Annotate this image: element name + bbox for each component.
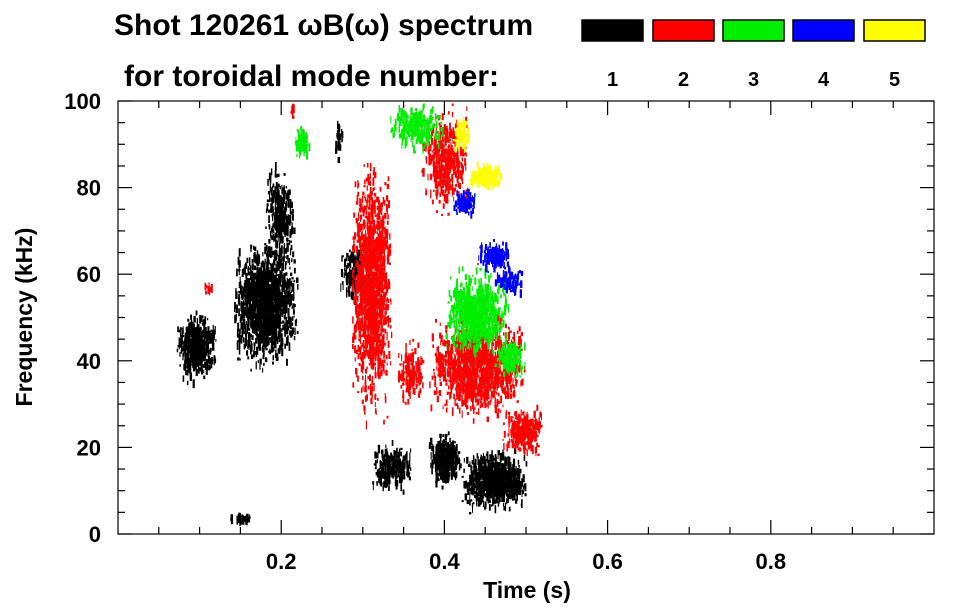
x-tick-label: 0.6 — [592, 549, 623, 574]
series-mode-3 — [295, 103, 526, 378]
legend-label-mode-1: 1 — [607, 69, 618, 91]
x-tick-label: 0.8 — [756, 549, 787, 574]
legend-label-mode-2: 2 — [678, 69, 689, 91]
mode-1-region-7 — [372, 440, 412, 495]
mode-4-region-3 — [494, 265, 524, 298]
y-tick-label: 0 — [89, 522, 101, 547]
legend-swatch-mode-2 — [652, 19, 715, 42]
series-mode-5 — [453, 116, 502, 191]
legend-swatch-mode-1 — [581, 19, 644, 42]
series-mode-1 — [176, 120, 528, 527]
x-axis-title: Time (s) — [483, 577, 571, 603]
mode-2-region-5 — [420, 103, 468, 216]
mode-1-region-2 — [234, 239, 299, 373]
x-tick-labels: 0.2 0.4 0.6 0.8 — [266, 549, 786, 574]
mode-4-region-1 — [453, 187, 476, 219]
mode-3-region-2 — [390, 103, 445, 154]
y-tick-label: 60 — [77, 262, 101, 287]
y-tick-label: 80 — [77, 176, 101, 201]
y-tick-label: 100 — [64, 89, 101, 114]
legend-swatch-mode-4 — [792, 19, 855, 42]
mode-3-region-3 — [445, 266, 509, 358]
mode-2-region-3 — [351, 162, 393, 430]
mode-3-region-4 — [494, 337, 526, 378]
legend-label-mode-5: 5 — [889, 69, 900, 91]
series-mode-2 — [204, 103, 543, 457]
y-tick-label: 40 — [77, 349, 101, 374]
mode-2-region-7 — [502, 404, 543, 457]
series-mode-4 — [453, 187, 524, 298]
x-tick-label: 0.2 — [266, 549, 297, 574]
axis-ticks — [118, 100, 934, 535]
mode-3-region-1 — [295, 125, 311, 160]
mode-legend: 1 2 3 4 5 — [581, 19, 926, 91]
spectrogram-marks — [176, 103, 543, 527]
mode-1-region-9 — [461, 447, 528, 515]
y-axis-title: Frequency (kHz) — [11, 228, 37, 407]
y-tick-labels: 0 20 40 60 80 100 — [64, 89, 101, 547]
y-tick-label: 20 — [77, 435, 101, 460]
chart-subtitle: for toroidal mode number: — [124, 60, 499, 93]
legend-swatch-mode-5 — [863, 19, 926, 42]
x-tick-label: 0.4 — [429, 549, 460, 574]
mode-5-region-2 — [469, 161, 502, 191]
legend-swatch-mode-3 — [722, 19, 785, 42]
mode-1-region-3 — [265, 162, 296, 270]
mode-4-region-2 — [477, 239, 510, 274]
mode-1-region-8 — [428, 431, 462, 490]
mode-1-region-1 — [176, 310, 217, 389]
mode-2-region-4 — [398, 338, 425, 405]
mode-2-region-2 — [290, 103, 295, 119]
chart-title: Shot 120261 ωB(ω) spectrum — [114, 9, 533, 42]
legend-label-mode-3: 3 — [748, 69, 759, 91]
mode-1-region-5 — [335, 120, 344, 164]
mode-2-region-1 — [204, 282, 213, 296]
mode-5-region-1 — [453, 116, 470, 154]
mode-1-region-4 — [230, 512, 251, 527]
legend-label-mode-4: 4 — [818, 69, 830, 91]
